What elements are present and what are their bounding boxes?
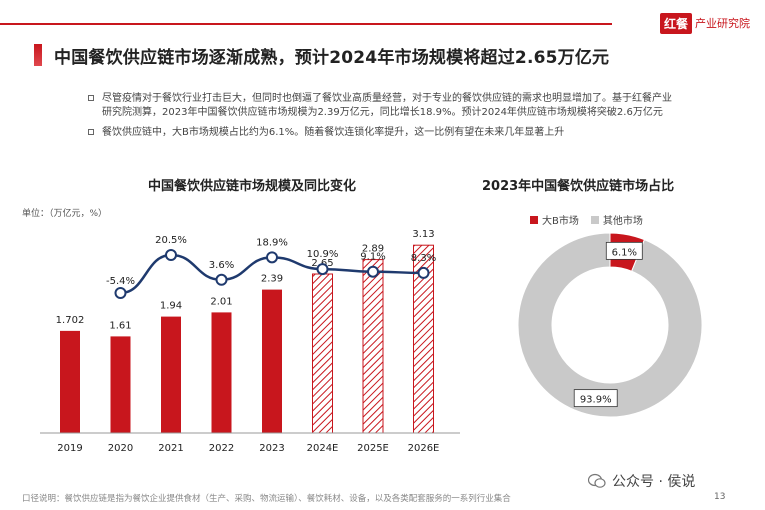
x-tick-label: 2022 — [209, 443, 234, 454]
brand-logo: 红餐 产业研究院 — [660, 12, 750, 34]
growth-point — [215, 273, 228, 286]
footnote: 口径说明：餐饮供应链是指为餐饮企业提供食材（生产、采购、物流运输）、餐饮耗材、设… — [22, 494, 511, 504]
wechat-icon — [588, 473, 606, 488]
bar-2024E — [312, 273, 333, 434]
bar-value-label: 3.13 — [412, 229, 434, 240]
brand-badge: 红餐 — [660, 12, 693, 34]
legend-swatch — [530, 215, 538, 224]
growth-label: 3.6% — [209, 260, 234, 271]
growth-point — [367, 265, 379, 278]
bullet-square-icon — [88, 95, 94, 101]
growth-label: 10.9% — [307, 249, 339, 260]
growth-point — [266, 251, 278, 264]
donut-legend: 大B市场 其他市场 — [530, 212, 655, 227]
x-tick-label: 2026E — [408, 443, 440, 454]
growth-point — [417, 266, 430, 279]
summary-bullets: 尽管疫情对于餐饮行业打击巨大，但同时也倒逼了餐饮业高质量经营，对于专业的餐饮供应… — [88, 92, 678, 146]
bullet-text: 尽管疫情对于餐饮行业打击巨大，但同时也倒逼了餐饮业高质量经营，对于专业的餐饮供应… — [102, 93, 672, 118]
bar-value-label: 1.61 — [109, 320, 131, 331]
page-number: 13 — [714, 492, 726, 502]
bullet-text: 餐饮供应链中，大B市场规模占比约为6.1%。随着餐饮连锁化率提升，这一比例有望在… — [102, 127, 565, 138]
bar-2020 — [110, 336, 131, 433]
legend-label: 大B市场 — [542, 216, 579, 227]
bar-2019 — [60, 330, 80, 433]
bar-value-label: 2.39 — [261, 274, 283, 285]
growth-label: 18.9% — [256, 237, 288, 248]
title-accent-bar — [34, 44, 42, 66]
x-tick-label: 2019 — [57, 443, 82, 454]
x-tick-label: 2025E — [357, 443, 389, 454]
donut-chart-title: 2023年中国餐饮供应链市场占比 — [482, 179, 675, 194]
growth-label: 20.5% — [155, 235, 187, 246]
wechat-label: 公众号 · 侯说 — [612, 474, 696, 490]
x-tick-label: 2021 — [158, 443, 183, 454]
brand-name: 产业研究院 — [695, 17, 751, 30]
slice-label-box — [573, 389, 618, 408]
bar-chart-title: 中国餐饮供应链市场规模及同比变化 — [148, 179, 357, 194]
bullet-item: 餐饮供应链中，大B市场规模占比约为6.1%。随着餐饮连锁化率提升，这一比例有望在… — [88, 126, 678, 140]
growth-label: -5.4% — [106, 276, 135, 287]
page-title: 中国餐饮供应链市场逐渐成熟，预计2024年市场规模将超过2.65万亿元 — [54, 47, 610, 68]
legend-swatch — [590, 215, 599, 224]
wechat-watermark: 公众号 · 侯说 — [588, 471, 695, 491]
slice-label: 93.9% — [580, 395, 612, 406]
bar-value-label: 1.702 — [56, 315, 85, 326]
legend-item-big-b: 大B市场 — [530, 212, 579, 227]
legend-item-other: 其他市场 — [590, 212, 643, 227]
donut-slice — [517, 232, 703, 418]
bar-value-label: 1.94 — [160, 301, 182, 312]
bar-2023 — [262, 289, 282, 433]
header-rule — [0, 23, 612, 25]
bar-2025E — [362, 259, 384, 434]
slice-label-box — [605, 241, 643, 260]
slice-label: 6.1% — [612, 247, 637, 258]
growth-point — [114, 287, 127, 299]
x-tick-label: 2023 — [259, 443, 284, 454]
growth-point — [316, 263, 329, 276]
growth-label: 8.3% — [411, 253, 436, 264]
legend-label: 其他市场 — [602, 216, 643, 227]
x-tick-label: 2024E — [307, 443, 339, 454]
bar-value-label: 2.01 — [210, 296, 232, 307]
page-title-block: 中国餐饮供应链市场逐渐成熟，预计2024年市场规模将超过2.65万亿元 — [0, 42, 609, 68]
growth-label: 9.1% — [360, 252, 385, 263]
bar-value-label: 2.89 — [362, 244, 384, 255]
bar-chart-unit: 单位：（万亿元，%） — [22, 209, 108, 219]
bullet-item: 尽管疫情对于餐饮行业打击巨大，但同时也倒逼了餐饮业高质量经营，对于专业的餐饮供应… — [88, 92, 678, 120]
bar-2021 — [161, 316, 181, 433]
bullet-square-icon — [88, 129, 94, 135]
growth-point — [165, 249, 177, 261]
x-tick-label: 2020 — [108, 443, 133, 454]
donut-chart: 6.1% 93.9% — [517, 232, 703, 418]
bar-2022 — [211, 312, 232, 433]
